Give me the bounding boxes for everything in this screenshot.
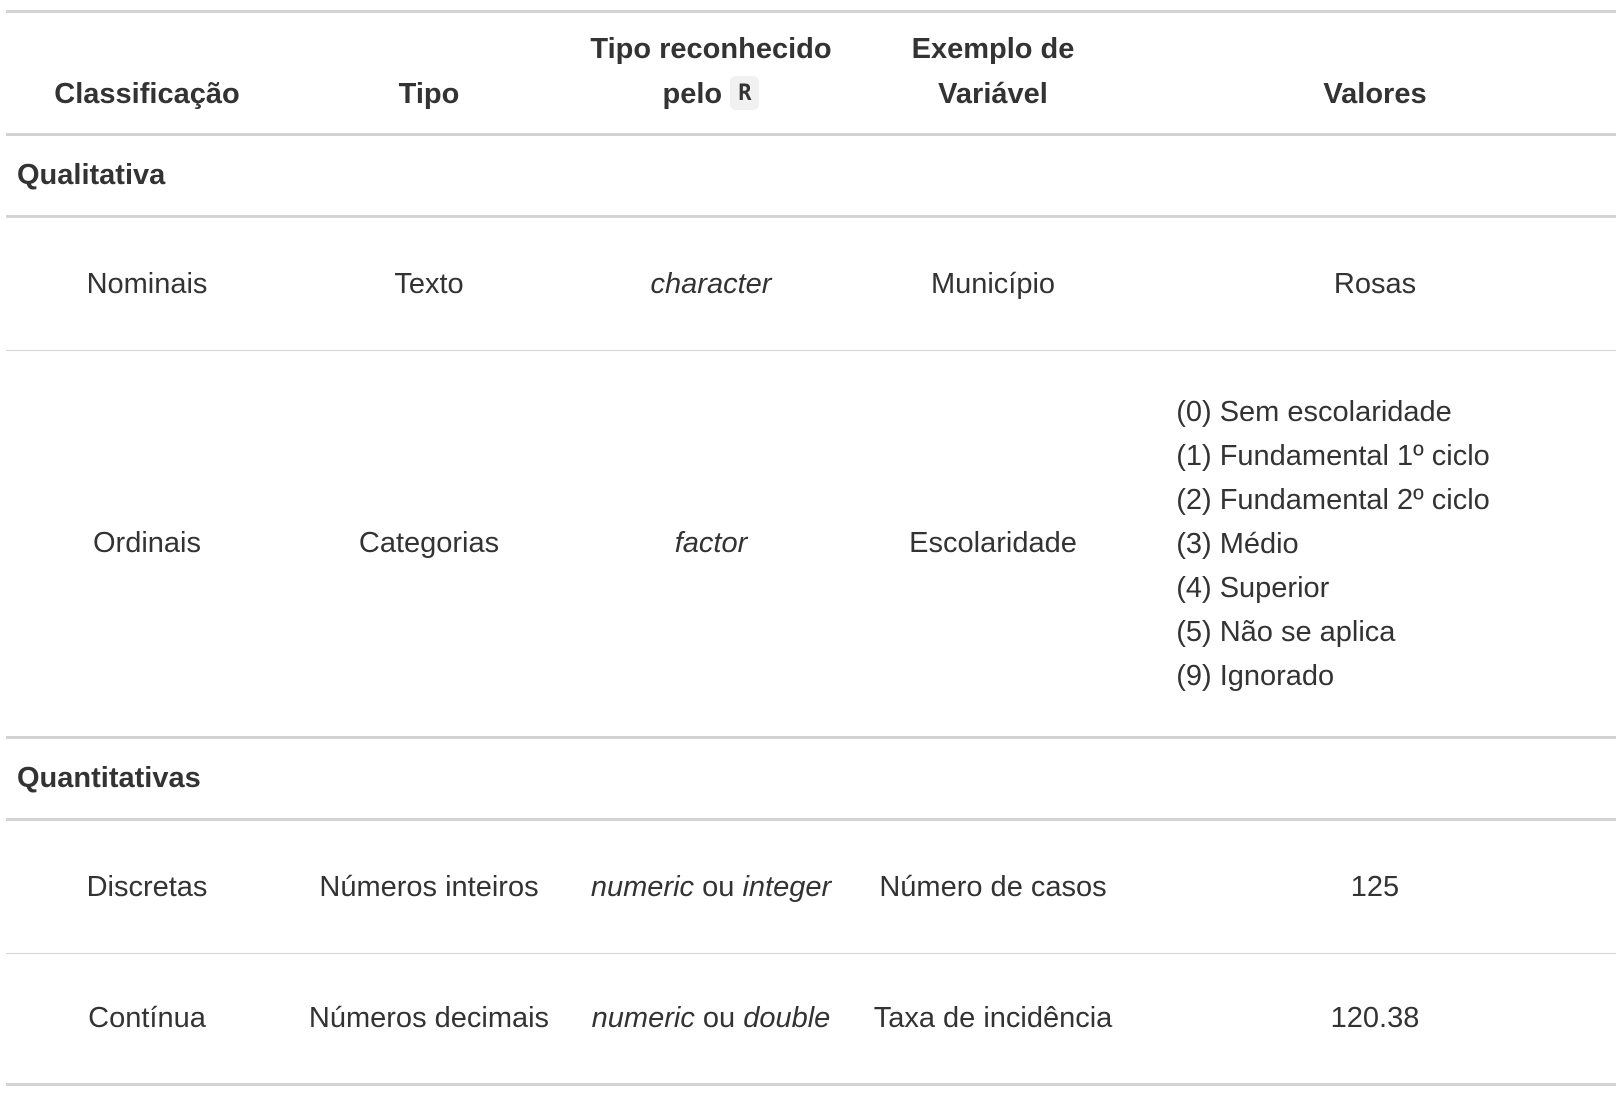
header-tipo-label: Tipo [398, 78, 460, 110]
table-row: Nominais Texto character Município Rosas [6, 216, 1616, 351]
table-row: Discretas Números inteiros numeric ou in… [6, 819, 1616, 954]
cell-tipo: Números inteiros [288, 819, 570, 954]
cell-tipo: Texto [288, 216, 570, 351]
table-row: Contínua Números decimais numeric ou dou… [6, 954, 1616, 1085]
list-item: (3) Médio [1176, 527, 1299, 560]
cell-valores: 120.38 [1330, 1002, 1420, 1034]
list-item: (5) Não se aplica [1176, 615, 1396, 648]
list-item: (4) Superior [1176, 571, 1330, 604]
cell-exemplo: Município [852, 216, 1134, 351]
table-header: Classificação Tipo Tipo reconhecido pelo… [6, 11, 1616, 136]
header-exemplo-line1: Exemplo de [911, 33, 1075, 65]
variable-types-table: Classificação Tipo Tipo reconhecido pelo… [6, 10, 1616, 1086]
group-row-quantitativas: Quantitativas [6, 737, 1616, 821]
header-exemplo: Exemplo de Variável [852, 11, 1134, 136]
table-row: Ordinais Categorias factor Escolaridade … [6, 350, 1616, 739]
cell-classificacao: Contínua [88, 1002, 206, 1034]
header-row: Classificação Tipo Tipo reconhecido pelo… [6, 11, 1616, 136]
cell-tipo: Categorias [288, 350, 570, 739]
cell-classificacao: Nominais [6, 216, 288, 351]
cell-exemplo: Número de casos [852, 819, 1134, 954]
group-label: Qualitativa [6, 134, 1616, 218]
cell-classificacao: Discretas [6, 819, 288, 954]
cell-classificacao: Ordinais [6, 350, 288, 739]
list-item: (0) Sem escolaridade [1176, 395, 1452, 428]
variable-types-table-container: Classificação Tipo Tipo reconhecido pelo… [6, 10, 1616, 1086]
group-row-qualitativa: Qualitativa [6, 134, 1616, 218]
tipo-r-secondary: integer [742, 870, 832, 903]
cell-tipo-r: numeric ou double [570, 954, 852, 1085]
header-tipo-r: Tipo reconhecido pelo R [570, 11, 852, 136]
cell-exemplo: Escolaridade [852, 350, 1134, 739]
values-list: (0) Sem escolaridade (1) Fundamental 1º … [1176, 390, 1490, 698]
table-body: Qualitativa Nominais Texto character Mun… [6, 134, 1616, 1085]
header-classificacao: Classificação [6, 11, 288, 136]
cell-tipo-r: factor [570, 350, 852, 739]
group-label: Quantitativas [6, 737, 1616, 821]
list-item: (1) Fundamental 1º ciclo [1176, 439, 1490, 472]
tipo-r-separator: ou [702, 1002, 736, 1034]
list-item: (9) Ignorado [1176, 659, 1335, 692]
header-tipo-r-line1: Tipo reconhecido [590, 33, 832, 65]
tipo-r-separator: ou [702, 870, 735, 903]
tipo-r-secondary: double [743, 1002, 831, 1034]
header-tipo: Tipo [288, 11, 570, 136]
cell-valores: Rosas [1134, 216, 1616, 351]
cell-tipo-r: numeric ou integer [570, 819, 852, 954]
cell-tipo-r: character [570, 216, 852, 351]
cell-tipo: Números decimais [308, 1002, 550, 1034]
cell-valores: 125 [1134, 819, 1616, 954]
header-classificacao-label: Classificação [54, 78, 240, 110]
header-valores-label: Valores [1323, 78, 1427, 110]
header-exemplo-line2: Variável [938, 78, 1048, 110]
cell-valores: (0) Sem escolaridade (1) Fundamental 1º … [1134, 350, 1616, 739]
list-item: (2) Fundamental 2º ciclo [1176, 483, 1490, 516]
header-tipo-r-line2: pelo [662, 78, 723, 110]
tipo-r-primary: numeric [590, 870, 695, 903]
r-code-chip: R [730, 76, 760, 111]
cell-exemplo: Taxa de incidência [873, 1002, 1113, 1034]
tipo-r-primary: numeric [591, 1002, 695, 1034]
header-valores: Valores [1134, 11, 1616, 136]
